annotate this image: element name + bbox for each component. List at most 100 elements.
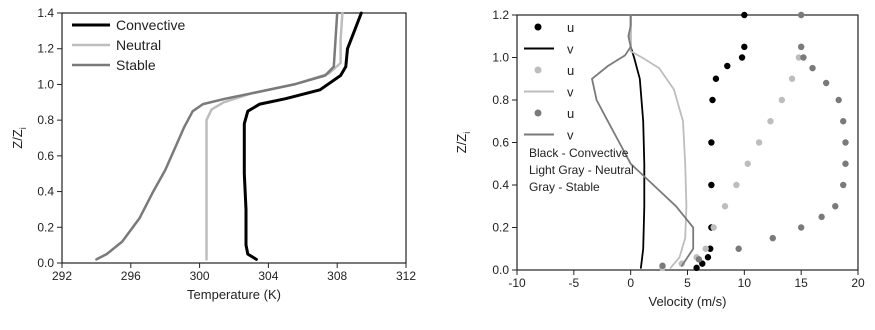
data-point [840,118,847,125]
y-tick-label: 0.4 [37,185,54,199]
legend-label: Stable [116,57,156,73]
series-5-points [659,11,849,269]
series-3-points [659,11,805,272]
y-tick-label: 1.4 [37,6,54,20]
data-point [755,139,763,146]
data-point [800,54,807,61]
y-tick-label: 0.0 [492,263,509,277]
x-tick-label: 5 [684,276,691,290]
y-axis-label-subscript: i [462,132,472,134]
x-axis-label: Velocity (m/s) [648,294,726,309]
data-point [842,139,849,146]
x-tick-label: 10 [738,276,752,290]
data-point [769,234,776,242]
x-tick-label: 15 [794,276,808,290]
series-1-points [693,11,748,272]
legend-label: v [567,128,574,143]
y-tick-label: 0.4 [492,178,509,192]
data-point [788,75,796,82]
data-point [840,181,847,189]
data-point [744,160,751,167]
data-point [767,118,774,125]
data-point [695,256,703,263]
annotation-line: Light Gray - Neutral [529,163,634,177]
data-point [708,181,715,189]
y-tick-label: 0.6 [492,136,509,150]
x-tick-label: 296 [121,269,141,283]
data-point [822,79,830,87]
temperature-chart-svg: 292 296 300 304 308 312 0.0 0.2 0.4 0.6 0.8 1.0 1.2 1… [10,6,416,302]
y-axis-label-subscript: i [18,127,28,129]
y-tick-label: 0.2 [492,221,509,235]
y-tick-label: 1.2 [492,8,509,22]
legend: Convective Neutral Stable [72,17,185,73]
data-point [712,75,720,82]
legend-label: v [567,42,574,57]
y-tick-label: 0.8 [492,93,509,107]
data-point [797,43,805,51]
annotation-line: Gray - Stable [529,180,600,194]
y-tick-label: 1.2 [37,42,54,56]
series-line-v [591,14,695,267]
data-point [797,11,805,19]
x-axis-label: Temperature (K) [187,287,281,302]
data-point [702,245,709,252]
data-point [795,54,803,61]
legend-label: v [567,85,574,100]
annotation-line: Black - Convective [529,146,629,160]
x-tick-label: 20 [851,276,865,290]
y-axis-label: Z/Zi [454,132,472,154]
data-point [699,260,706,267]
y-tick-label: 0.6 [37,149,54,163]
y-tick-label: 1.0 [37,77,54,91]
x-tick-label: 300 [190,269,210,283]
data-point [818,213,825,221]
velocity-chart-svg: -10 -5 0 5 10 15 20 0.0 0.2 0.4 0.6 0.8 1.0 1.2 Veloci… [454,8,865,309]
series-line-neutral [205,11,344,261]
data-point [835,96,842,104]
legend-marker [534,23,542,31]
x-tick-label: 308 [327,269,347,283]
data-point [709,96,716,104]
x-tick-label: -10 [508,276,526,290]
data-point [724,62,731,70]
legend-label: u [567,106,574,121]
plot-frame [61,12,407,264]
y-tick-label: 0.0 [37,256,54,270]
data-point [741,11,748,19]
data-point [778,96,786,104]
data-point [809,64,816,72]
x-tick-label: 304 [258,269,278,283]
data-point [708,139,715,146]
series-line-stable [95,11,339,261]
legend-label: Convective [116,17,185,33]
y-tick-label: 0.8 [37,113,54,127]
series-line-convective [242,11,363,261]
legend-label: u [567,20,574,35]
y-axis-label: Z/Zi [10,127,28,149]
data-point [707,245,714,252]
data-point [733,181,740,189]
x-tick-label: -5 [568,276,579,290]
y-tick-label: 1.0 [492,51,509,65]
x-tick-label: 292 [52,269,72,283]
series-line-v [629,14,646,269]
series-line-v [629,14,688,269]
data-point [832,203,839,210]
data-point [738,54,746,61]
data-point [659,262,666,269]
data-point [710,224,717,231]
legend-marker [534,109,542,117]
legend-marker [534,66,542,74]
legend-label: Neutral [116,37,161,53]
velocity-profile-chart: -10 -5 0 5 10 15 20 0.0 0.2 0.4 0.6 0.8 1.0 1.2 Veloci… [440,0,875,325]
x-tick-label: 312 [396,269,416,283]
data-point [842,160,849,167]
data-point [741,43,748,51]
data-point [721,203,729,210]
y-tick-label: 0.2 [37,220,54,234]
data-point [704,254,712,261]
data-point [797,224,805,231]
x-tick-label: 0 [627,276,634,290]
